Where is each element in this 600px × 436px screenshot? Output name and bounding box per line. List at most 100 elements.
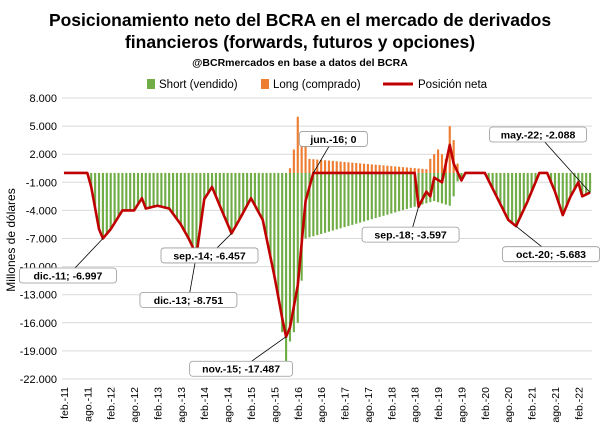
x-tick-label: feb.-16 xyxy=(293,387,305,420)
short-bar xyxy=(398,172,401,212)
x-tick-label: ago.-16 xyxy=(316,387,328,423)
short-bar xyxy=(121,172,124,211)
x-tick-label: ago.-21 xyxy=(550,387,562,423)
short-bar xyxy=(421,172,424,205)
x-tick-label: feb.-17 xyxy=(340,387,352,420)
y-tick-label: 5.000 xyxy=(29,121,57,133)
short-bar xyxy=(195,172,198,255)
short-bar xyxy=(394,172,397,213)
short-bar xyxy=(164,172,167,208)
short-bar xyxy=(156,172,159,206)
annotation-label: sep.-14; -6.457 xyxy=(173,250,246,262)
chart-subtitle: @BCRmercados en base a datos del BCRA xyxy=(192,57,408,69)
long-bar xyxy=(425,169,428,173)
short-bar xyxy=(565,172,568,206)
gridlines xyxy=(62,97,592,380)
x-tick-label: feb.-19 xyxy=(433,387,445,420)
short-bar xyxy=(109,172,112,230)
short-bar xyxy=(456,172,459,182)
short-bar xyxy=(160,172,163,207)
short-bar xyxy=(351,172,354,225)
short-bar xyxy=(171,172,175,214)
short-bar xyxy=(499,172,502,205)
legend: Short (vendido) Long (comprado) Posición… xyxy=(147,79,488,91)
long-bar xyxy=(378,165,381,173)
short-bar xyxy=(175,172,179,220)
short-bar xyxy=(249,172,253,199)
y-tick-label: -7.000 xyxy=(26,234,57,246)
short-bar xyxy=(273,172,276,276)
short-bar xyxy=(226,172,229,225)
short-bar xyxy=(285,172,288,365)
short-bar xyxy=(534,172,537,183)
x-tick-label: ago.-18 xyxy=(410,387,422,423)
short-bar xyxy=(183,172,186,232)
short-bar xyxy=(370,172,373,220)
short-bar xyxy=(561,172,564,216)
short-bar xyxy=(557,172,560,204)
long-bar xyxy=(394,166,397,173)
long-bar xyxy=(382,165,385,173)
long-bar xyxy=(456,163,459,173)
short-bar xyxy=(491,172,494,189)
legend-swatch-long xyxy=(261,79,269,89)
annotation-box xyxy=(489,126,587,143)
short-bar xyxy=(366,172,369,221)
annotation-box xyxy=(19,267,117,284)
short-bar xyxy=(390,172,393,214)
short-bar xyxy=(136,172,140,205)
long-bar xyxy=(362,163,366,173)
long-bar xyxy=(359,163,362,173)
short-bar xyxy=(292,172,295,333)
short-bar xyxy=(339,172,342,229)
short-bar xyxy=(222,172,225,215)
short-bar xyxy=(246,172,249,206)
short-bar xyxy=(152,172,155,207)
long-bar xyxy=(347,162,350,173)
x-tick-label: ago.-14 xyxy=(223,387,235,423)
short-bar xyxy=(316,172,319,236)
x-tick-label: ago.-19 xyxy=(456,387,468,423)
long-bar xyxy=(409,167,412,173)
x-tick-label: feb.-20 xyxy=(480,387,492,420)
long-bar xyxy=(304,144,307,173)
x-tick-label: ago.-20 xyxy=(503,387,515,423)
short-bar xyxy=(234,172,237,227)
long-bar xyxy=(292,149,295,173)
y-tick-label: -4.000 xyxy=(26,205,57,217)
short-bar xyxy=(327,172,331,232)
short-bar xyxy=(569,172,572,197)
annotation-box xyxy=(139,292,238,308)
short-bar xyxy=(440,172,444,204)
short-bar xyxy=(413,172,416,207)
annotation-label: jun.-16; 0 xyxy=(309,134,356,146)
short-bar xyxy=(129,172,132,211)
short-bar xyxy=(125,172,128,211)
annotation-box xyxy=(298,131,368,147)
short-bar xyxy=(113,172,116,223)
short-bar xyxy=(526,172,529,202)
short-bar xyxy=(382,172,385,216)
y-tick-label: -1.000 xyxy=(26,177,57,189)
long-bar xyxy=(370,164,373,173)
short-bar xyxy=(588,172,592,193)
short-bar xyxy=(144,172,147,209)
short-bar xyxy=(573,172,576,190)
long-bar xyxy=(374,164,377,173)
short-bar xyxy=(105,172,108,234)
net-position-line xyxy=(63,143,591,339)
short-bar xyxy=(362,172,366,222)
x-tick-label: feb.-12 xyxy=(106,387,118,420)
annotation-leader xyxy=(537,134,591,193)
annotation-box xyxy=(361,226,460,243)
long-bar xyxy=(413,168,416,173)
x-tick-label: feb.-18 xyxy=(386,387,398,420)
long-bar xyxy=(401,167,405,173)
short-bar xyxy=(585,172,588,195)
short-bar xyxy=(238,172,241,220)
short-bar xyxy=(187,172,190,239)
long-bar xyxy=(398,166,401,173)
short-bar xyxy=(210,172,214,187)
short-bar xyxy=(179,172,182,225)
